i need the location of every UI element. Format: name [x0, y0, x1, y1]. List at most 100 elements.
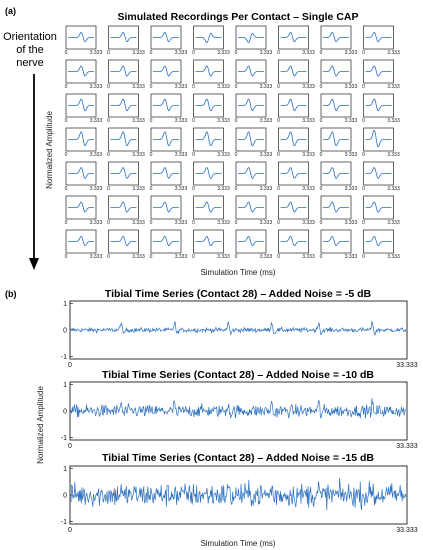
subplot-r3-c1: 0 3.333	[65, 93, 102, 124]
tick-label-start: 0	[150, 84, 153, 90]
cap-trace	[238, 167, 264, 179]
subplot-r4-c6: 0 3.333	[277, 127, 315, 158]
cap-trace	[68, 131, 94, 147]
cap-trace	[323, 167, 349, 179]
tick-label-start: 0	[65, 84, 68, 90]
cap-trace	[280, 167, 307, 179]
cap-trace	[280, 236, 307, 246]
tick-label-start: 0	[107, 84, 110, 90]
x-tick-label-end: 33.333	[396, 362, 418, 369]
subplot-r3-c2: 0 3.333	[107, 93, 145, 124]
cap-trace	[323, 31, 349, 43]
cap-trace	[153, 235, 179, 247]
subplot-frame	[278, 195, 309, 220]
side-label-line1: Orientation	[3, 31, 57, 43]
subplot-r5-c5: 0 3.333	[235, 161, 273, 192]
subplot-r3-c4: 0 3.333	[192, 93, 230, 124]
tick-label-start: 0	[107, 254, 110, 260]
subplot-r4-c5: 0 3.333	[235, 127, 272, 158]
tick-label-end: 3.333	[345, 50, 358, 56]
y-tick-label: 1	[63, 466, 67, 473]
tick-label-start: 0	[65, 254, 68, 260]
subplot-frame	[150, 93, 182, 118]
tick-label-end: 3.333	[217, 50, 230, 56]
cap-trace	[323, 201, 349, 213]
cap-trace	[238, 98, 264, 112]
y-tick-label: -1	[61, 519, 67, 526]
tick-label-end: 3.333	[302, 220, 315, 226]
subplot-r2-c6: 0 3.333	[277, 59, 315, 90]
subplot-frame	[150, 161, 182, 186]
subplot-frame	[150, 127, 182, 152]
tick-label-end: 3.333	[260, 84, 273, 90]
subplot-frame	[320, 229, 352, 254]
tick-label-start: 0	[362, 118, 365, 124]
subplot-r5-c7: 0 3.333	[320, 161, 357, 192]
tick-label-end: 3.333	[175, 50, 188, 56]
tick-label-end: 3.333	[302, 186, 315, 192]
cap-trace	[68, 201, 94, 213]
subplot-frame	[65, 161, 97, 186]
tick-label-end: 3.333	[175, 84, 188, 90]
tick-label-end: 3.333	[132, 152, 145, 158]
subplot-frame	[363, 161, 394, 186]
tick-label-end: 3.333	[302, 84, 315, 90]
subplot-frame	[363, 127, 394, 152]
tick-label-end: 3.333	[217, 220, 230, 226]
cap-trace	[238, 235, 264, 247]
panel-b-label: (b)	[5, 289, 17, 299]
cap-trace	[153, 65, 179, 77]
tick-label-start: 0	[65, 50, 68, 56]
tick-label-start: 0	[277, 84, 280, 90]
subplot-r5-c4: 0 3.333	[192, 161, 230, 192]
subplot-r6-c5: 0 3.333	[235, 195, 272, 226]
y-tick-label: 0	[63, 409, 67, 416]
tick-label-start: 0	[107, 118, 110, 124]
tick-label-start: 0	[107, 152, 110, 158]
series-line	[70, 477, 407, 511]
side-label-line2: of the	[16, 44, 44, 56]
tick-label-end: 3.333	[345, 84, 358, 90]
tick-label-start: 0	[277, 152, 280, 158]
cap-trace	[153, 167, 179, 179]
subplot-r3-c5: 0 3.333	[235, 93, 273, 124]
tick-label-start: 0	[235, 220, 238, 226]
series-line	[70, 398, 407, 419]
subplot-frame	[65, 59, 97, 84]
subplot-r6-c1: 0 3.333	[65, 195, 102, 226]
tick-label-end: 3.333	[387, 220, 400, 226]
subplot-r1-c1: 0 3.333	[65, 25, 102, 56]
y-tick-label: -1	[61, 354, 67, 361]
tick-label-start: 0	[150, 152, 153, 158]
tick-label-end: 3.333	[90, 254, 103, 260]
tick-label-start: 0	[235, 186, 238, 192]
subplot-frame	[363, 25, 394, 50]
subplot-frame	[108, 127, 139, 152]
tick-label-end: 3.333	[260, 118, 273, 124]
tick-label-end: 3.333	[387, 118, 400, 124]
tick-label-start: 0	[65, 152, 68, 158]
subplot-r6-c8: 0 3.333	[362, 195, 400, 226]
cap-trace	[365, 65, 392, 77]
subplot-r1-c7: 0 3.333	[320, 25, 358, 56]
subplot-r4-c8: 0 3.333	[362, 127, 400, 158]
tick-label-end: 3.333	[387, 84, 400, 90]
subplot-frame	[320, 59, 352, 84]
subplot-r1-c6: 0 3.333	[277, 25, 315, 56]
tick-label-end: 3.333	[175, 118, 188, 124]
tick-label-end: 3.333	[260, 186, 273, 192]
x-tick-label-start: 0	[68, 527, 72, 534]
y-tick-label: 1	[63, 382, 67, 389]
cap-trace	[110, 131, 137, 147]
cap-trace	[110, 167, 137, 179]
subplot-r4-c2: 0 3.333	[107, 127, 145, 158]
subplot-frame	[278, 25, 309, 50]
tick-label-end: 3.333	[132, 118, 145, 124]
tick-label-end: 3.333	[302, 152, 315, 158]
subplot-r1-c5: 0 3.333	[235, 25, 272, 56]
tick-label-end: 3.333	[217, 84, 230, 90]
cap-trace	[238, 32, 264, 44]
tick-label-end: 3.333	[175, 254, 188, 260]
subplot-r4-c3: 0 3.333	[150, 127, 187, 158]
